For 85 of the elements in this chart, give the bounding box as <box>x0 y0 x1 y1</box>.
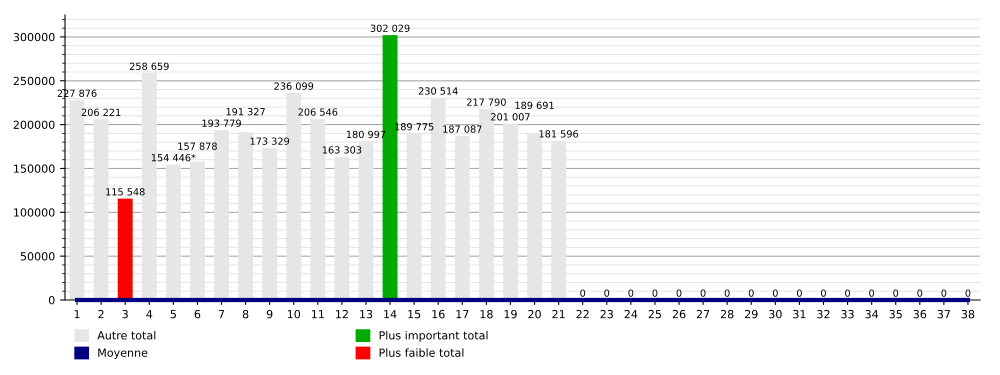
data-label: 0 <box>869 289 874 297</box>
x-tick-label: 23 <box>600 310 613 318</box>
data-label: 0 <box>748 289 754 297</box>
data-label: 189 691 <box>516 102 554 110</box>
data-label: 0 <box>604 289 610 297</box>
data-label: 181 596 <box>540 130 578 138</box>
x-tick-label: 38 <box>962 310 974 318</box>
x-tick-label: 2 <box>98 310 104 318</box>
x-tick-label: 1 <box>74 310 80 318</box>
x-tick-label: 36 <box>914 310 926 318</box>
x-tick-label: 25 <box>648 310 662 318</box>
data-label: 173 329 <box>250 137 290 145</box>
data-label: 206 221 <box>82 108 120 116</box>
x-tick-label: 34 <box>865 310 878 318</box>
y-tick-label: 100000 <box>14 208 55 217</box>
x-tick-label: 4 <box>146 310 152 318</box>
x-tick-label: 18 <box>480 310 493 318</box>
x-tick-label: 15 <box>408 310 420 318</box>
data-label: 230 514 <box>418 87 458 95</box>
bar <box>118 198 133 300</box>
x-tick-label: 35 <box>890 310 902 318</box>
data-label: 0 <box>845 289 850 297</box>
y-tick-label: 50000 <box>20 252 55 261</box>
x-tick-label: 5 <box>170 310 176 318</box>
data-label: 0 <box>941 289 946 297</box>
x-tick-label: 7 <box>218 310 224 318</box>
data-label: 0 <box>966 289 970 297</box>
data-label: 0 <box>652 289 658 297</box>
data-label: 191 327 <box>226 108 265 116</box>
x-tick-label: 29 <box>744 310 758 318</box>
data-label: 0 <box>917 289 922 297</box>
data-label: 0 <box>580 289 586 297</box>
data-label: 201 007 <box>491 113 530 121</box>
y-tick-label: 300000 <box>14 32 55 42</box>
y-tick-label: 0 <box>48 296 55 304</box>
y-tick-label: 200000 <box>14 120 55 129</box>
x-tick-label: 24 <box>624 310 638 318</box>
data-label: 154 446* <box>152 154 196 162</box>
x-tick-label: 12 <box>336 310 348 318</box>
data-label: 0 <box>893 289 898 297</box>
data-label: 157 878 <box>178 142 217 150</box>
x-tick-label: 17 <box>456 310 468 318</box>
x-tick-label: 13 <box>360 310 372 318</box>
data-label: 115 548 <box>106 188 145 196</box>
x-tick-label: 31 <box>793 310 806 318</box>
x-tick-label: 11 <box>312 310 324 318</box>
x-tick-label: 37 <box>938 310 950 318</box>
x-tick-label: 16 <box>432 310 445 318</box>
data-label: 0 <box>772 289 778 297</box>
x-tick-label: 32 <box>817 310 830 318</box>
x-tick-label: 21 <box>552 310 565 318</box>
x-tick-label: 30 <box>769 310 782 318</box>
data-label: 0 <box>796 289 802 297</box>
x-tick-label: 6 <box>194 310 200 318</box>
data-label: 217 790 <box>466 98 506 106</box>
data-label: 0 <box>676 289 682 297</box>
data-label: 187 087 <box>443 125 482 133</box>
data-label: 193 779 <box>202 120 241 127</box>
x-tick-label: 10 <box>288 310 300 318</box>
data-label: 0 <box>700 289 706 297</box>
data-label: 0 <box>628 289 634 297</box>
legend-label: Plus important total <box>380 330 488 342</box>
legend-label: Moyenne <box>98 348 148 360</box>
x-tick-label: 19 <box>504 310 517 318</box>
x-tick-label: 14 <box>384 310 397 318</box>
legend-label: Autre total <box>97 330 156 340</box>
x-tick-label: 8 <box>242 310 248 318</box>
y-tick-label: 150000 <box>14 164 55 173</box>
x-tick-label: 28 <box>720 310 734 318</box>
x-tick-label: 3 <box>122 310 128 318</box>
data-label: 258 659 <box>130 62 169 70</box>
x-tick-label: 27 <box>696 310 710 318</box>
data-label: 302 029 <box>370 24 410 32</box>
x-tick-label: 26 <box>672 310 686 318</box>
x-tick-label: 33 <box>841 310 854 318</box>
y-tick-label: 250000 <box>14 76 55 86</box>
data-label: 0 <box>821 289 826 297</box>
data-label: 163 303 <box>322 146 362 154</box>
data-label: 206 546 <box>298 108 338 116</box>
data-label: 0 <box>724 289 730 297</box>
x-tick-label: 20 <box>528 310 541 318</box>
data-label: 236 099 <box>274 82 314 90</box>
x-tick-label: 22 <box>576 310 589 318</box>
x-tick-label: 9 <box>266 310 272 318</box>
legend-label: Plus faible total <box>380 348 464 357</box>
